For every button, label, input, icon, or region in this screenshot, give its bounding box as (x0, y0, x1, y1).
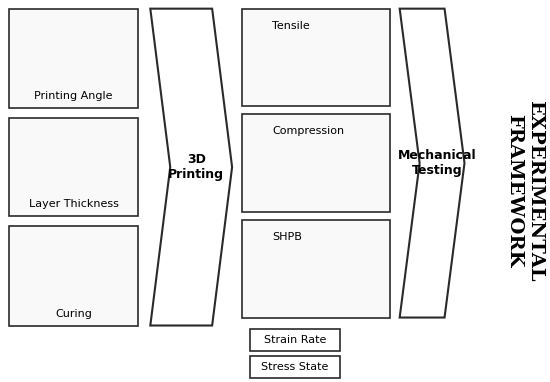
Bar (250, 356, 340, 378)
Bar (9, 9, 139, 108)
Text: Tensile: Tensile (272, 21, 310, 31)
Text: Strain Rate: Strain Rate (264, 335, 326, 345)
Bar (9, 118, 139, 216)
Bar (242, 9, 390, 106)
Polygon shape (400, 9, 465, 317)
Bar (9, 226, 139, 325)
Bar (242, 220, 390, 317)
Text: SHPB: SHPB (272, 232, 302, 242)
Polygon shape (150, 9, 232, 325)
Text: EXPERIMENTAL
FRAMEWORK: EXPERIMENTAL FRAMEWORK (505, 100, 544, 282)
Text: Compression: Compression (272, 126, 344, 136)
Bar (250, 330, 340, 351)
Text: Layer Thickness: Layer Thickness (29, 199, 118, 209)
Text: Mechanical
Testing: Mechanical Testing (398, 149, 476, 177)
Text: Printing Angle: Printing Angle (34, 91, 113, 101)
Text: Curing: Curing (55, 309, 92, 319)
Text: 3D
Printing: 3D Printing (168, 153, 224, 181)
Text: Stress State: Stress State (261, 363, 328, 372)
Bar (242, 114, 390, 212)
